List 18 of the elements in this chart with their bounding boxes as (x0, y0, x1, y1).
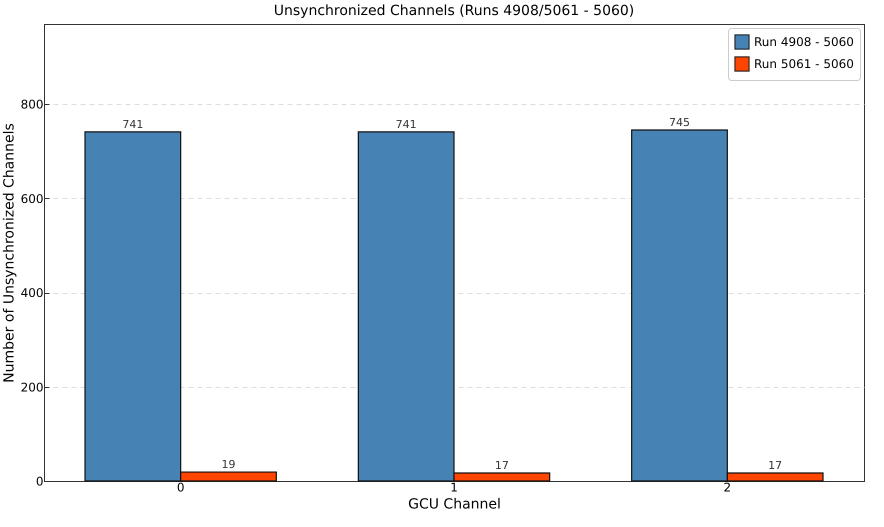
data-label: 741 (396, 118, 417, 131)
x-tick-label: 1 (450, 480, 458, 494)
data-label: 741 (122, 118, 144, 131)
y-tick-label: 200 (20, 380, 44, 394)
y-axis-title: Number of Unsynchronized Channels (2, 123, 18, 383)
chart-title: Unsynchronized Channels (Runs 4908/5061 - 5060) (274, 3, 634, 19)
data-label: 745 (669, 116, 690, 130)
y-tick-label: 600 (20, 192, 44, 206)
data-label: 19 (222, 458, 236, 472)
y-tick-label: 400 (20, 286, 44, 300)
data-label: 17 (768, 458, 782, 472)
x-tick-label: 2 (724, 480, 732, 494)
data-label: 17 (494, 458, 509, 472)
legend-label: Run 5061 - 5060 (754, 57, 854, 71)
x-axis-title: GCU Channel (408, 496, 501, 512)
y-tick-label: 800 (20, 98, 44, 112)
x-tick-label: 0 (176, 480, 184, 494)
legend-label: Run 4908 - 5060 (754, 35, 854, 49)
